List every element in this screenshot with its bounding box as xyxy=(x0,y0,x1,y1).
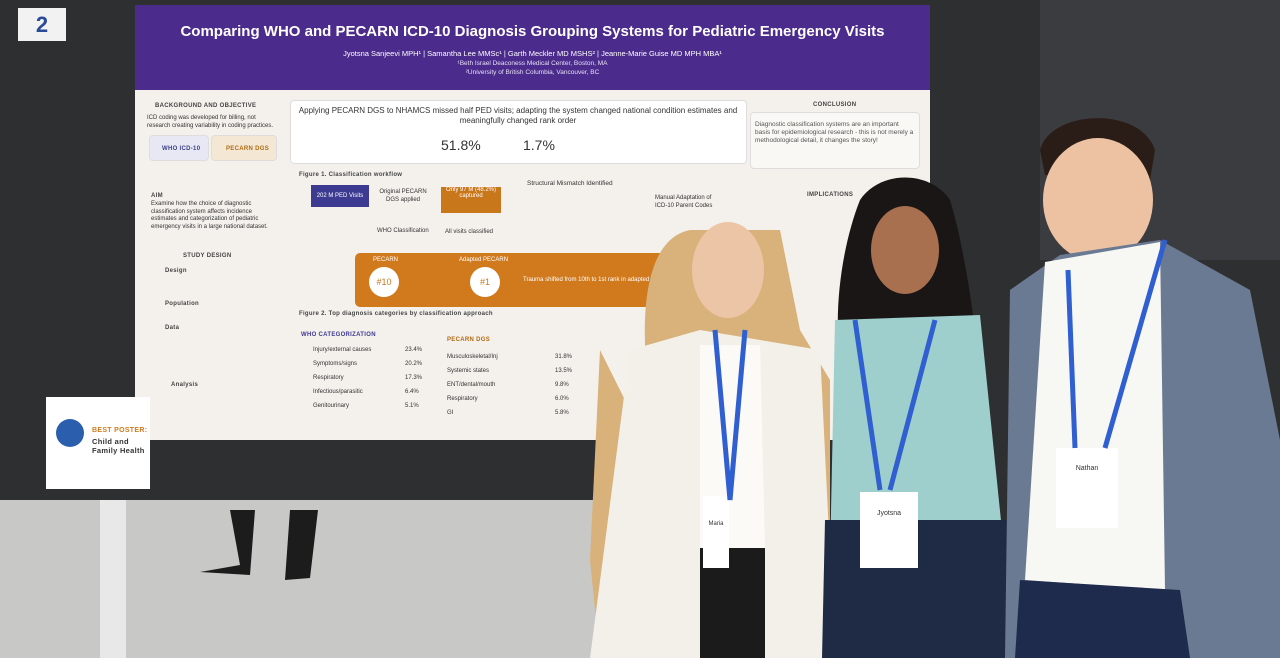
rank-label: Adapted PECARN xyxy=(459,257,509,263)
badge xyxy=(703,496,729,568)
face xyxy=(692,222,764,318)
award-label: BEST POSTER: xyxy=(92,427,148,434)
workflow-step: All visits classified xyxy=(445,229,494,235)
study-item: Analysis xyxy=(171,382,199,388)
list-heading: WHO CATEGORIZATION xyxy=(301,332,376,338)
headline-box: Applying PECARN DGS to NHAMCS missed hal… xyxy=(290,100,747,164)
category-item: 5.1% xyxy=(405,403,419,409)
box-label: WHO ICD-10 xyxy=(162,146,201,152)
affiliation: ¹Beth Israel Deaconess Medical Center, B… xyxy=(457,60,608,67)
stat: 1.7% xyxy=(523,137,555,153)
affiliation: ²University of British Columbia, Vancouv… xyxy=(465,69,600,76)
badge-name: Nathan xyxy=(1076,465,1099,472)
category-item: Genitourinary xyxy=(313,403,350,409)
workflow-step: Original PECARN DGS applied xyxy=(379,189,427,203)
category-item: 5.8% xyxy=(555,410,569,416)
conclusion-box: Diagnostic classification systems are an… xyxy=(750,112,920,169)
workflow-step: Manual Adaptation of ICD-10 Parent Codes xyxy=(655,195,713,209)
workflow-step: Structural Mismatch Identified xyxy=(527,180,613,187)
info-box: WHO ICD-10 xyxy=(149,135,209,161)
workflow-step: Only 97 M (48.2%) captured xyxy=(441,187,501,213)
category-item: Systemic states xyxy=(447,368,490,374)
figure-caption: Figure 2. Top diagnosis categories by cl… xyxy=(299,311,493,317)
workflow-step: WHO Classification xyxy=(377,228,429,234)
section-heading: BACKGROUND AND OBJECTIVE xyxy=(155,103,257,109)
rank-badge: #10 xyxy=(369,267,399,297)
rank-bar: PECARN #10 Adapted PECARN #1 Trauma shif… xyxy=(355,253,685,307)
category-item: 6.0% xyxy=(555,396,569,402)
category-item: 31.8% xyxy=(555,354,573,360)
badge-name: Maria xyxy=(708,521,724,527)
booth-number: 2 xyxy=(18,8,66,41)
study-item: Data xyxy=(165,325,180,331)
headline: Applying PECARN DGS to NHAMCS missed hal… xyxy=(298,106,738,125)
face xyxy=(1043,138,1153,262)
box-label: PECARN DGS xyxy=(226,146,270,152)
category-item: 23.4% xyxy=(405,347,423,353)
category-item: ENT/dental/mouth xyxy=(447,382,496,388)
category-item: Respiratory xyxy=(313,375,344,381)
category-item: 9.8% xyxy=(555,382,569,388)
section-heading: IMPLICATIONS xyxy=(807,192,854,198)
category-item: 6.4% xyxy=(405,389,419,395)
rank-badge: #1 xyxy=(470,267,500,297)
category-item: Musculoskeletal/Inj xyxy=(447,354,498,360)
award-icon xyxy=(56,419,84,447)
info-box: PECARN DGS xyxy=(211,135,277,161)
poster-title: Comparing WHO and PECARN ICD-10 Diagnosi… xyxy=(180,23,885,40)
face xyxy=(871,206,939,294)
section-heading: CONCLUSION xyxy=(813,102,857,108)
section-text: Examine how the choice of diagnostic cla… xyxy=(151,201,268,230)
shirt xyxy=(1025,242,1165,590)
category-item: GI xyxy=(447,410,454,416)
section-heading: AIM xyxy=(151,193,163,199)
list-heading: PECARN DGS xyxy=(447,337,491,343)
study-item: Population xyxy=(165,301,199,307)
badge-name: Jyotsna xyxy=(877,510,901,517)
stat: 51.8% xyxy=(441,137,481,153)
pants xyxy=(822,520,1015,658)
rank-label: PECARN xyxy=(373,257,399,263)
figure-caption: Figure 1. Classification workflow xyxy=(299,172,403,178)
pants xyxy=(1015,580,1190,658)
poster-header: Comparing WHO and PECARN ICD-10 Diagnosi… xyxy=(135,5,930,90)
category-item: 17.3% xyxy=(405,375,423,381)
category-item: Injury/external causes xyxy=(313,347,372,353)
category-item: 13.5% xyxy=(555,368,573,374)
category-item: Infectious/parasitic xyxy=(313,389,363,395)
poster-stand xyxy=(100,500,126,658)
award-category: Child and Family Health xyxy=(92,437,145,456)
skirt xyxy=(700,548,765,658)
poster-authors: Jyotsna Sanjeevi MPH¹ | Samantha Lee MMS… xyxy=(343,49,722,58)
rank-note: Trauma shifted from 10th to 1st rank in … xyxy=(523,277,650,283)
category-item: Respiratory xyxy=(447,396,478,402)
badge xyxy=(1056,448,1118,528)
background-legs xyxy=(200,510,318,580)
section-heading: STUDY DESIGN xyxy=(183,253,232,259)
badge xyxy=(860,492,918,568)
category-item: Symptoms/signs xyxy=(313,361,358,367)
award-card: BEST POSTER: Child and Family Health xyxy=(46,397,150,489)
study-item: Design xyxy=(165,268,187,274)
section-text: ICD coding was developed for billing, no… xyxy=(147,115,274,129)
conclusion-text: Diagnostic classification systems are an… xyxy=(755,121,914,145)
category-item: 20.2% xyxy=(405,361,423,367)
workflow-step: 202 M PED Visits xyxy=(311,185,369,207)
lanyards xyxy=(712,239,1168,501)
